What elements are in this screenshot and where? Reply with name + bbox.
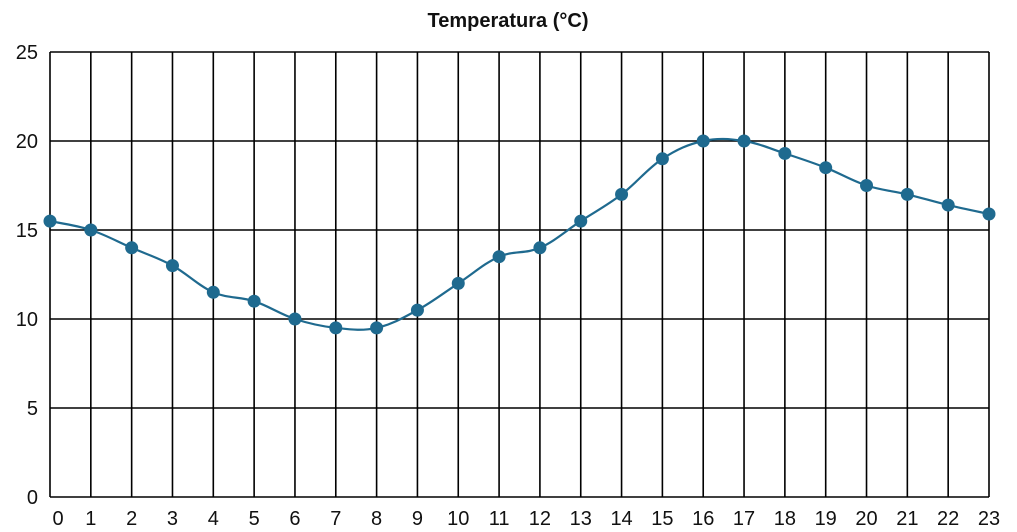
x-tick-label: 9: [412, 508, 423, 530]
x-tick-label: 12: [529, 508, 551, 530]
y-tick-label: 15: [16, 220, 38, 242]
y-tick-label: 10: [16, 309, 38, 331]
x-tick-label: 21: [896, 508, 918, 530]
y-tick-label: 25: [16, 42, 38, 64]
grid: [49, 51, 990, 498]
x-tick-label: 19: [815, 508, 837, 530]
x-tick-label: 6: [289, 508, 300, 530]
x-tick-label: 11: [489, 508, 510, 530]
x-tick-label: 23: [978, 508, 1000, 530]
series: [43, 134, 996, 335]
data-point: [696, 134, 710, 148]
series-line: [49, 137, 990, 331]
data-point: [778, 146, 792, 160]
data-point: [900, 187, 914, 201]
data-point: [941, 198, 955, 212]
x-tick-label: 8: [371, 508, 382, 530]
x-tick-label: 0: [52, 508, 63, 530]
x-tick-label: 1: [85, 508, 96, 530]
data-point: [819, 161, 833, 175]
data-point: [165, 259, 179, 273]
data-point: [737, 134, 751, 148]
x-tick-label: 13: [570, 508, 592, 530]
data-point: [329, 321, 343, 335]
x-tick-label: 17: [733, 508, 755, 530]
data-point: [370, 321, 384, 335]
data-point: [125, 241, 139, 255]
chart-title: Temperatura (°C): [428, 10, 589, 32]
data-point: [982, 207, 996, 221]
x-tick-label: 18: [774, 508, 796, 530]
x-tick-label: 7: [330, 508, 341, 530]
data-point: [655, 152, 669, 166]
data-point: [247, 294, 261, 308]
data-point: [533, 241, 547, 255]
x-tick-label: 14: [610, 508, 632, 530]
x-tick-label: 20: [855, 508, 877, 530]
y-tick-label: 0: [27, 487, 38, 509]
x-tick-label: 5: [249, 508, 260, 530]
x-tick-label: 3: [167, 508, 178, 530]
data-point: [410, 303, 424, 317]
y-tick-label: 5: [27, 398, 38, 420]
x-tick-label: 16: [692, 508, 714, 530]
data-point: [43, 214, 57, 228]
data-point: [860, 179, 874, 192]
data-point: [451, 276, 465, 290]
data-point: [615, 187, 629, 201]
x-tick-label: 10: [447, 508, 469, 530]
data-point: [288, 312, 302, 326]
x-tick-label: 22: [937, 508, 959, 530]
x-tick-label: 4: [208, 508, 219, 530]
x-tick-label: 15: [651, 508, 673, 530]
y-tick-label: 20: [16, 131, 38, 153]
data-point: [84, 223, 98, 237]
data-point: [492, 250, 506, 264]
data-point: [206, 285, 220, 299]
data-point: [574, 214, 588, 228]
x-tick-label: 2: [126, 508, 137, 530]
